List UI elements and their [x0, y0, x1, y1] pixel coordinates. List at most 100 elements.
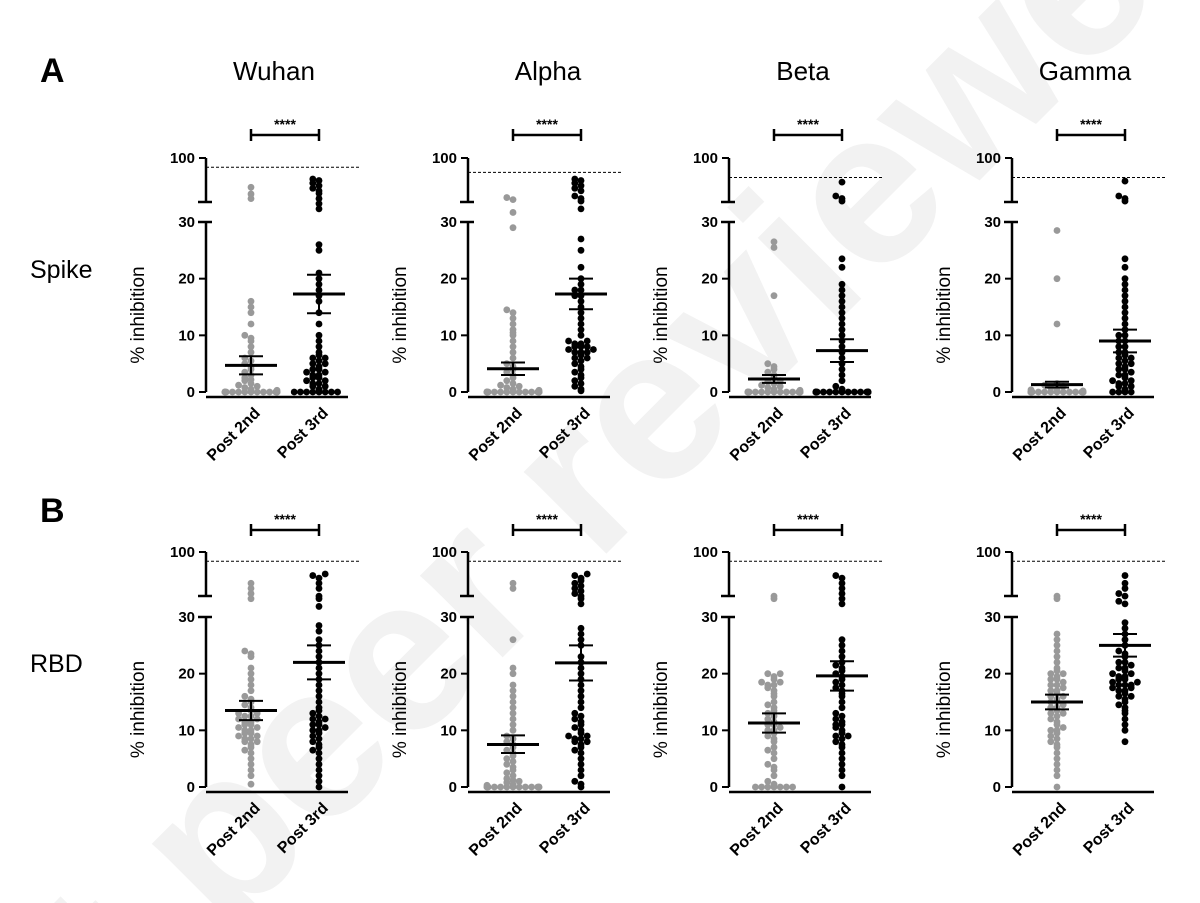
- data-point-post-2nd: [1079, 387, 1087, 395]
- data-point-post-3rd: [315, 195, 323, 202]
- data-point-post-3rd: [571, 377, 579, 385]
- data-point-post-3rd: [577, 331, 585, 339]
- data-point-post-2nd: [770, 687, 778, 695]
- data-point-post-3rd: [1121, 380, 1129, 387]
- data-point-post-3rd: [838, 280, 846, 288]
- data-point-post-2nd: [515, 388, 523, 396]
- data-point-post-2nd: [509, 385, 517, 393]
- data-point-post-2nd: [1053, 735, 1061, 743]
- data-point-post-2nd: [247, 650, 255, 658]
- data-point-post-3rd: [309, 709, 317, 717]
- data-point-post-3rd: [315, 749, 323, 757]
- data-point-post-2nd: [241, 735, 249, 743]
- data-point-post-3rd: [290, 388, 298, 396]
- data-point-post-3rd: [1121, 195, 1129, 202]
- data-point-post-3rd: [1115, 590, 1123, 597]
- data-point-post-2nd: [770, 772, 778, 780]
- data-point-post-2nd: [253, 732, 261, 740]
- data-point-post-3rd: [571, 572, 579, 579]
- data-point-post-3rd: [1115, 597, 1123, 605]
- category-label-post-3rd: Post 3rd: [1081, 800, 1138, 857]
- data-point-post-3rd: [577, 309, 585, 317]
- data-point-post-2nd: [509, 664, 517, 672]
- data-point-post-3rd: [1115, 343, 1123, 351]
- data-point-post-3rd: [1121, 704, 1129, 712]
- y-tick-label: 0: [710, 779, 718, 796]
- data-point-post-3rd: [1121, 292, 1129, 300]
- data-point-post-2nd: [796, 386, 804, 394]
- data-point-post-3rd: [577, 735, 585, 743]
- data-point-post-2nd: [503, 760, 511, 768]
- data-point-post-2nd: [1053, 641, 1061, 649]
- y-axis-label: % inhibition: [128, 661, 149, 758]
- data-point-post-3rd: [1121, 585, 1129, 592]
- data-point-post-3rd: [309, 380, 317, 387]
- plot-rbd-gamma: 0 10 20 30 100 % inhibition **** Post 2nd Post 3…: [934, 511, 1166, 860]
- data-point-post-3rd: [857, 388, 864, 396]
- data-point-post-2nd: [770, 704, 778, 712]
- data-point-post-2nd: [247, 760, 255, 768]
- significance-label: ****: [1080, 116, 1102, 132]
- data-point-post-3rd: [321, 382, 329, 390]
- data-point-post-3rd: [1121, 715, 1129, 723]
- data-point-post-3rd: [838, 297, 846, 305]
- data-point-post-3rd: [583, 738, 591, 746]
- y-tick-label: 10: [178, 327, 195, 344]
- data-point-post-2nd: [744, 388, 752, 396]
- y-tick-label: 100: [170, 150, 195, 167]
- data-point-post-3rd: [565, 346, 572, 353]
- plot-spike-wuhan: 0 10 20 30 100 % inhibition **** Post 2nd Post 3…: [128, 116, 360, 465]
- data-point-post-2nd: [503, 377, 511, 385]
- data-point-post-2nd: [1053, 687, 1061, 695]
- data-point-post-2nd: [1047, 715, 1055, 723]
- y-axis-label: % inhibition: [390, 661, 411, 758]
- data-point-post-3rd: [826, 388, 833, 396]
- data-point-post-3rd: [1109, 678, 1116, 686]
- data-point-post-3rd: [571, 286, 579, 294]
- data-point-post-2nd: [1059, 724, 1067, 731]
- data-point-post-3rd: [832, 715, 840, 723]
- data-point-post-2nd: [522, 388, 529, 396]
- data-point-post-2nd: [770, 244, 778, 251]
- data-point-post-2nd: [503, 368, 511, 376]
- data-point-post-3rd: [838, 704, 846, 712]
- data-point-post-2nd: [776, 388, 784, 396]
- data-point-post-3rd: [315, 574, 323, 582]
- data-point-post-3rd: [577, 187, 585, 195]
- data-point-post-3rd: [571, 360, 579, 368]
- data-point-post-2nd: [764, 360, 772, 368]
- data-point-post-2nd: [503, 306, 511, 314]
- data-point-post-3rd: [315, 741, 323, 748]
- data-point-post-2nd: [764, 670, 772, 678]
- data-point-post-3rd: [571, 735, 579, 743]
- data-point-post-2nd: [776, 783, 784, 791]
- data-point-post-3rd: [309, 388, 317, 396]
- data-point-post-2nd: [247, 343, 255, 351]
- data-point-post-3rd: [315, 241, 323, 249]
- data-point-post-3rd: [838, 726, 846, 734]
- data-point-post-3rd: [832, 684, 840, 692]
- data-point-post-3rd: [577, 177, 585, 184]
- data-point-post-3rd: [315, 200, 323, 208]
- category-label-post-3rd: Post 3rd: [798, 800, 855, 857]
- data-point-post-3rd: [315, 704, 323, 712]
- data-point-post-3rd: [1121, 721, 1129, 729]
- data-point-post-2nd: [241, 712, 249, 720]
- data-point-post-2nd: [247, 664, 255, 672]
- data-point-post-3rd: [838, 749, 846, 757]
- data-point-post-2nd: [509, 715, 517, 723]
- data-point-post-3rd: [321, 388, 329, 396]
- data-point-post-2nd: [253, 382, 261, 390]
- y-tick-label: 0: [187, 384, 195, 401]
- data-point-post-2nd: [509, 209, 517, 216]
- data-point-post-2nd: [1035, 388, 1042, 396]
- data-point-post-2nd: [764, 777, 772, 785]
- data-point-post-2nd: [247, 749, 255, 757]
- data-point-post-3rd: [571, 715, 579, 723]
- data-point-post-3rd: [820, 388, 827, 396]
- data-point-post-3rd: [1115, 380, 1123, 387]
- data-point-post-3rd: [1127, 360, 1135, 368]
- data-point-post-3rd: [577, 780, 585, 788]
- data-point-post-3rd: [1121, 297, 1129, 305]
- data-point-post-3rd: [315, 357, 323, 365]
